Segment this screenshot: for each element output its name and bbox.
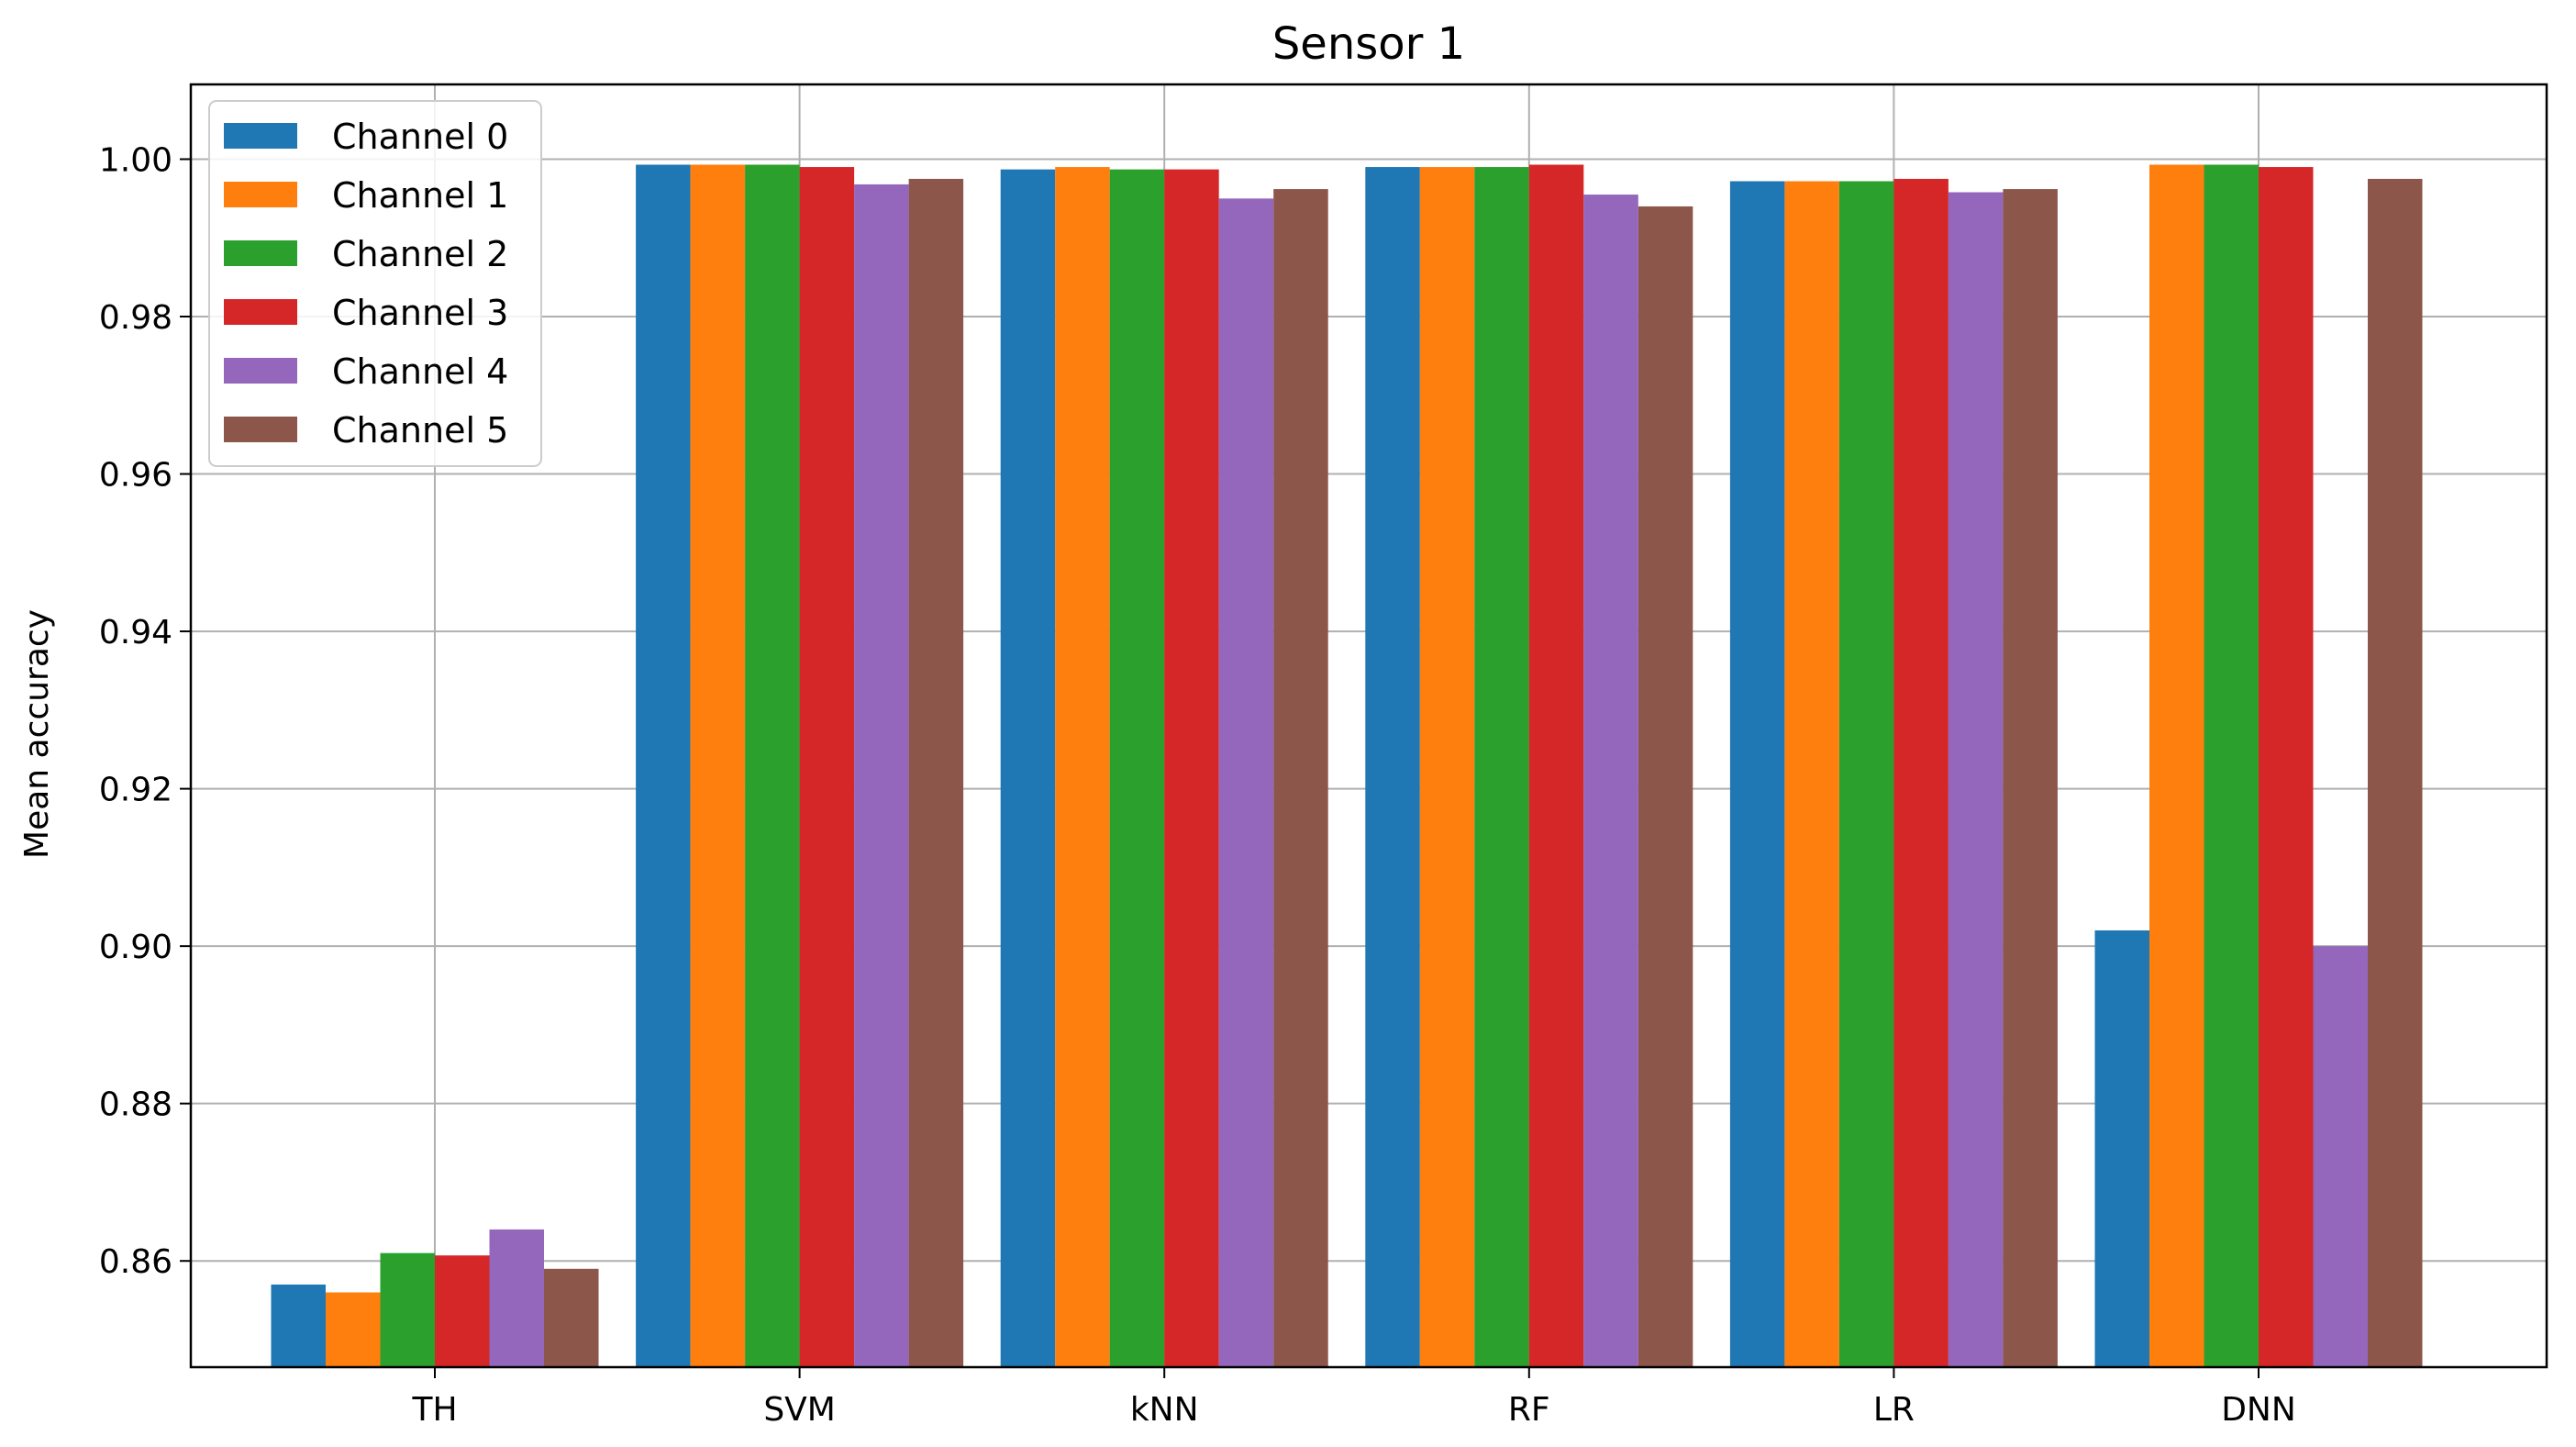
- legend-swatch: [224, 417, 297, 442]
- x-tick-label: RF: [1508, 1391, 1550, 1429]
- plot-frame: [189, 83, 2548, 1369]
- bar-channel-1-dnn: [2149, 164, 2204, 1368]
- bar-channel-0-th: [271, 1284, 326, 1367]
- bar-channel-2-svm: [745, 164, 800, 1368]
- bar-channel-0-lr: [1729, 181, 1785, 1367]
- y-tick-label: 0.90: [99, 929, 172, 966]
- legend-swatch: [224, 358, 297, 384]
- bars: [271, 164, 2423, 1368]
- y-tick-label: 0.88: [99, 1086, 172, 1124]
- y-tick-label: 0.96: [99, 457, 172, 495]
- x-tick-label: DNN: [2221, 1391, 2296, 1429]
- legend-swatch: [224, 182, 297, 207]
- x-tick-label: SVM: [763, 1391, 836, 1429]
- bar-channel-5-lr: [2003, 189, 2058, 1367]
- ticks: 0.86 0.88 0.90 0.92 0.94 0.96 0.98 1.00 TH SVM kNN…: [99, 141, 2296, 1429]
- y-tick-label: 0.98: [99, 299, 172, 337]
- bar-channel-0-knn: [1000, 169, 1056, 1368]
- bar-channel-2-th: [380, 1252, 435, 1367]
- bar-channel-1-rf: [1419, 167, 1475, 1368]
- bar-channel-4-rf: [1583, 195, 1638, 1368]
- bar-channel-5-knn: [1273, 189, 1328, 1367]
- bar-channel-2-rf: [1474, 167, 1529, 1368]
- bar-channel-3-lr: [1893, 178, 1949, 1367]
- x-tick-label: LR: [1873, 1391, 1915, 1429]
- bar-channel-0-rf: [1365, 167, 1420, 1368]
- bar-channel-4-th: [489, 1229, 544, 1367]
- bar-channel-2-dnn: [2204, 164, 2259, 1368]
- bar-channel-4-dnn: [2313, 946, 2368, 1367]
- x-tick-label: TH: [411, 1391, 457, 1429]
- chart-title: Sensor 1: [1272, 18, 1465, 70]
- bar-channel-5-svm: [908, 178, 964, 1367]
- legend: Channel 0 Channel 1 Channel 2 Channel 3 Chan…: [208, 100, 542, 467]
- legend-swatch: [224, 240, 297, 266]
- legend-swatch: [224, 299, 297, 325]
- bar-channel-3-rf: [1528, 164, 1584, 1368]
- bar-channel-1-th: [326, 1292, 381, 1367]
- legend-label: Channel 1: [332, 175, 508, 216]
- bar-channel-4-svm: [854, 184, 909, 1367]
- legend-label: Channel 3: [332, 293, 508, 333]
- bar-channel-1-lr: [1784, 181, 1839, 1367]
- bar-channel-5-dnn: [2368, 178, 2423, 1367]
- bar-channel-4-knn: [1218, 198, 1274, 1368]
- bar-channel-5-th: [544, 1268, 599, 1367]
- legend-label: Channel 0: [332, 117, 508, 157]
- bar-channel-3-th: [435, 1255, 490, 1367]
- y-axis-title: Mean accuracy: [18, 609, 56, 859]
- bar-channel-0-svm: [636, 164, 691, 1368]
- bar-channel-5-rf: [1638, 206, 1693, 1368]
- y-tick-label: 0.94: [99, 614, 172, 651]
- legend-label: Channel 4: [332, 351, 508, 392]
- bar-channel-4-lr: [1948, 192, 2004, 1367]
- y-tick-label: 1.00: [99, 141, 172, 179]
- bar-channel-3-knn: [1164, 169, 1219, 1368]
- x-tick-label: kNN: [1130, 1391, 1199, 1429]
- axes: [189, 83, 2548, 1369]
- y-tick-label: 0.92: [99, 772, 172, 809]
- bar-channel-1-knn: [1055, 167, 1110, 1368]
- legend-label: Channel 2: [332, 234, 508, 274]
- legend-swatch: [224, 123, 297, 149]
- bar-channel-2-knn: [1109, 169, 1165, 1368]
- bar-channel-1-svm: [690, 164, 746, 1368]
- legend-label: Channel 5: [332, 410, 508, 451]
- bar-channel-3-dnn: [2259, 167, 2314, 1368]
- y-tick-label: 0.86: [99, 1243, 172, 1281]
- bar-channel-3-svm: [799, 167, 855, 1368]
- bar-channel-2-lr: [1838, 181, 1894, 1367]
- bar-channel-0-dnn: [2094, 929, 2149, 1367]
